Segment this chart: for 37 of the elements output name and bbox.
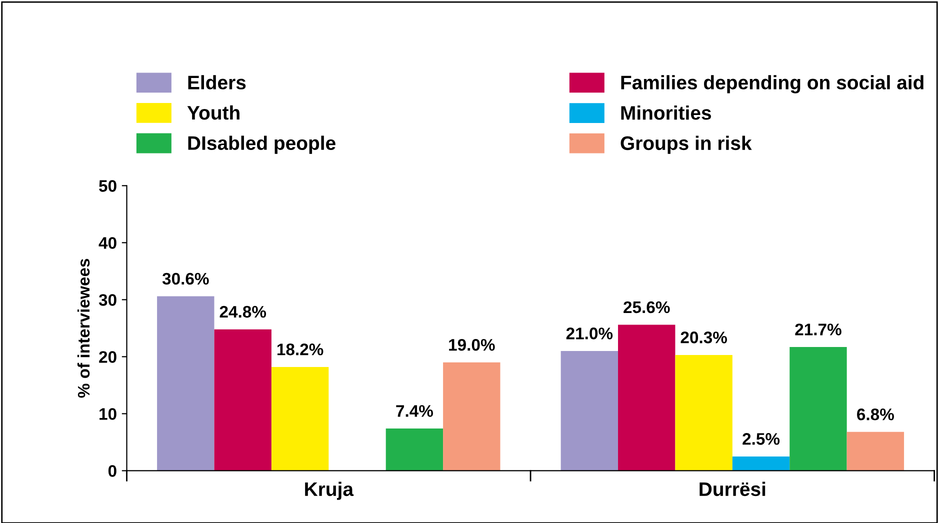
y-tick-label: 50	[99, 180, 116, 192]
y-axis-title: % of interviewees	[77, 258, 90, 398]
data-label: 30.6%	[162, 272, 209, 285]
bar	[560, 350, 618, 471]
legend-label: Minorities	[621, 106, 712, 120]
bar	[386, 428, 444, 471]
x-tick-label: Kruja	[305, 482, 354, 500]
bar	[271, 366, 329, 471]
bar	[157, 296, 214, 471]
bar	[790, 346, 847, 471]
bar	[846, 432, 904, 471]
data-label: 7.4%	[396, 405, 434, 417]
legend-label: DIsabled people	[188, 136, 336, 154]
data-label: 21.7%	[795, 324, 842, 336]
bar	[214, 329, 272, 471]
legend-label: Groups in risk	[620, 136, 752, 154]
y-tick-label: 40	[98, 237, 116, 249]
bar	[443, 362, 500, 471]
data-label: 21.0%	[566, 328, 613, 340]
y-tick-label: 10	[100, 408, 116, 420]
data-label: 25.6%	[624, 301, 670, 314]
y-tick-label: 20	[99, 351, 116, 363]
y-tick-label: 30	[98, 294, 116, 306]
legend-label: Families depending on social aid	[621, 75, 924, 94]
data-label: 20.3%	[680, 332, 728, 344]
x-tick-label: Durrësi	[700, 482, 766, 496]
data-label: 19.0%	[449, 338, 495, 351]
bar	[675, 354, 732, 471]
data-label: 24.8%	[220, 306, 266, 318]
bar	[732, 456, 790, 471]
y-tick-label: 0	[108, 465, 116, 477]
data-label: 18.2%	[277, 344, 324, 356]
legend-label: Youth	[187, 105, 240, 120]
data-label: 2.5%	[742, 433, 780, 445]
bar	[618, 324, 676, 471]
data-label: 6.8%	[857, 408, 894, 420]
legend-label: Elders	[188, 75, 246, 90]
